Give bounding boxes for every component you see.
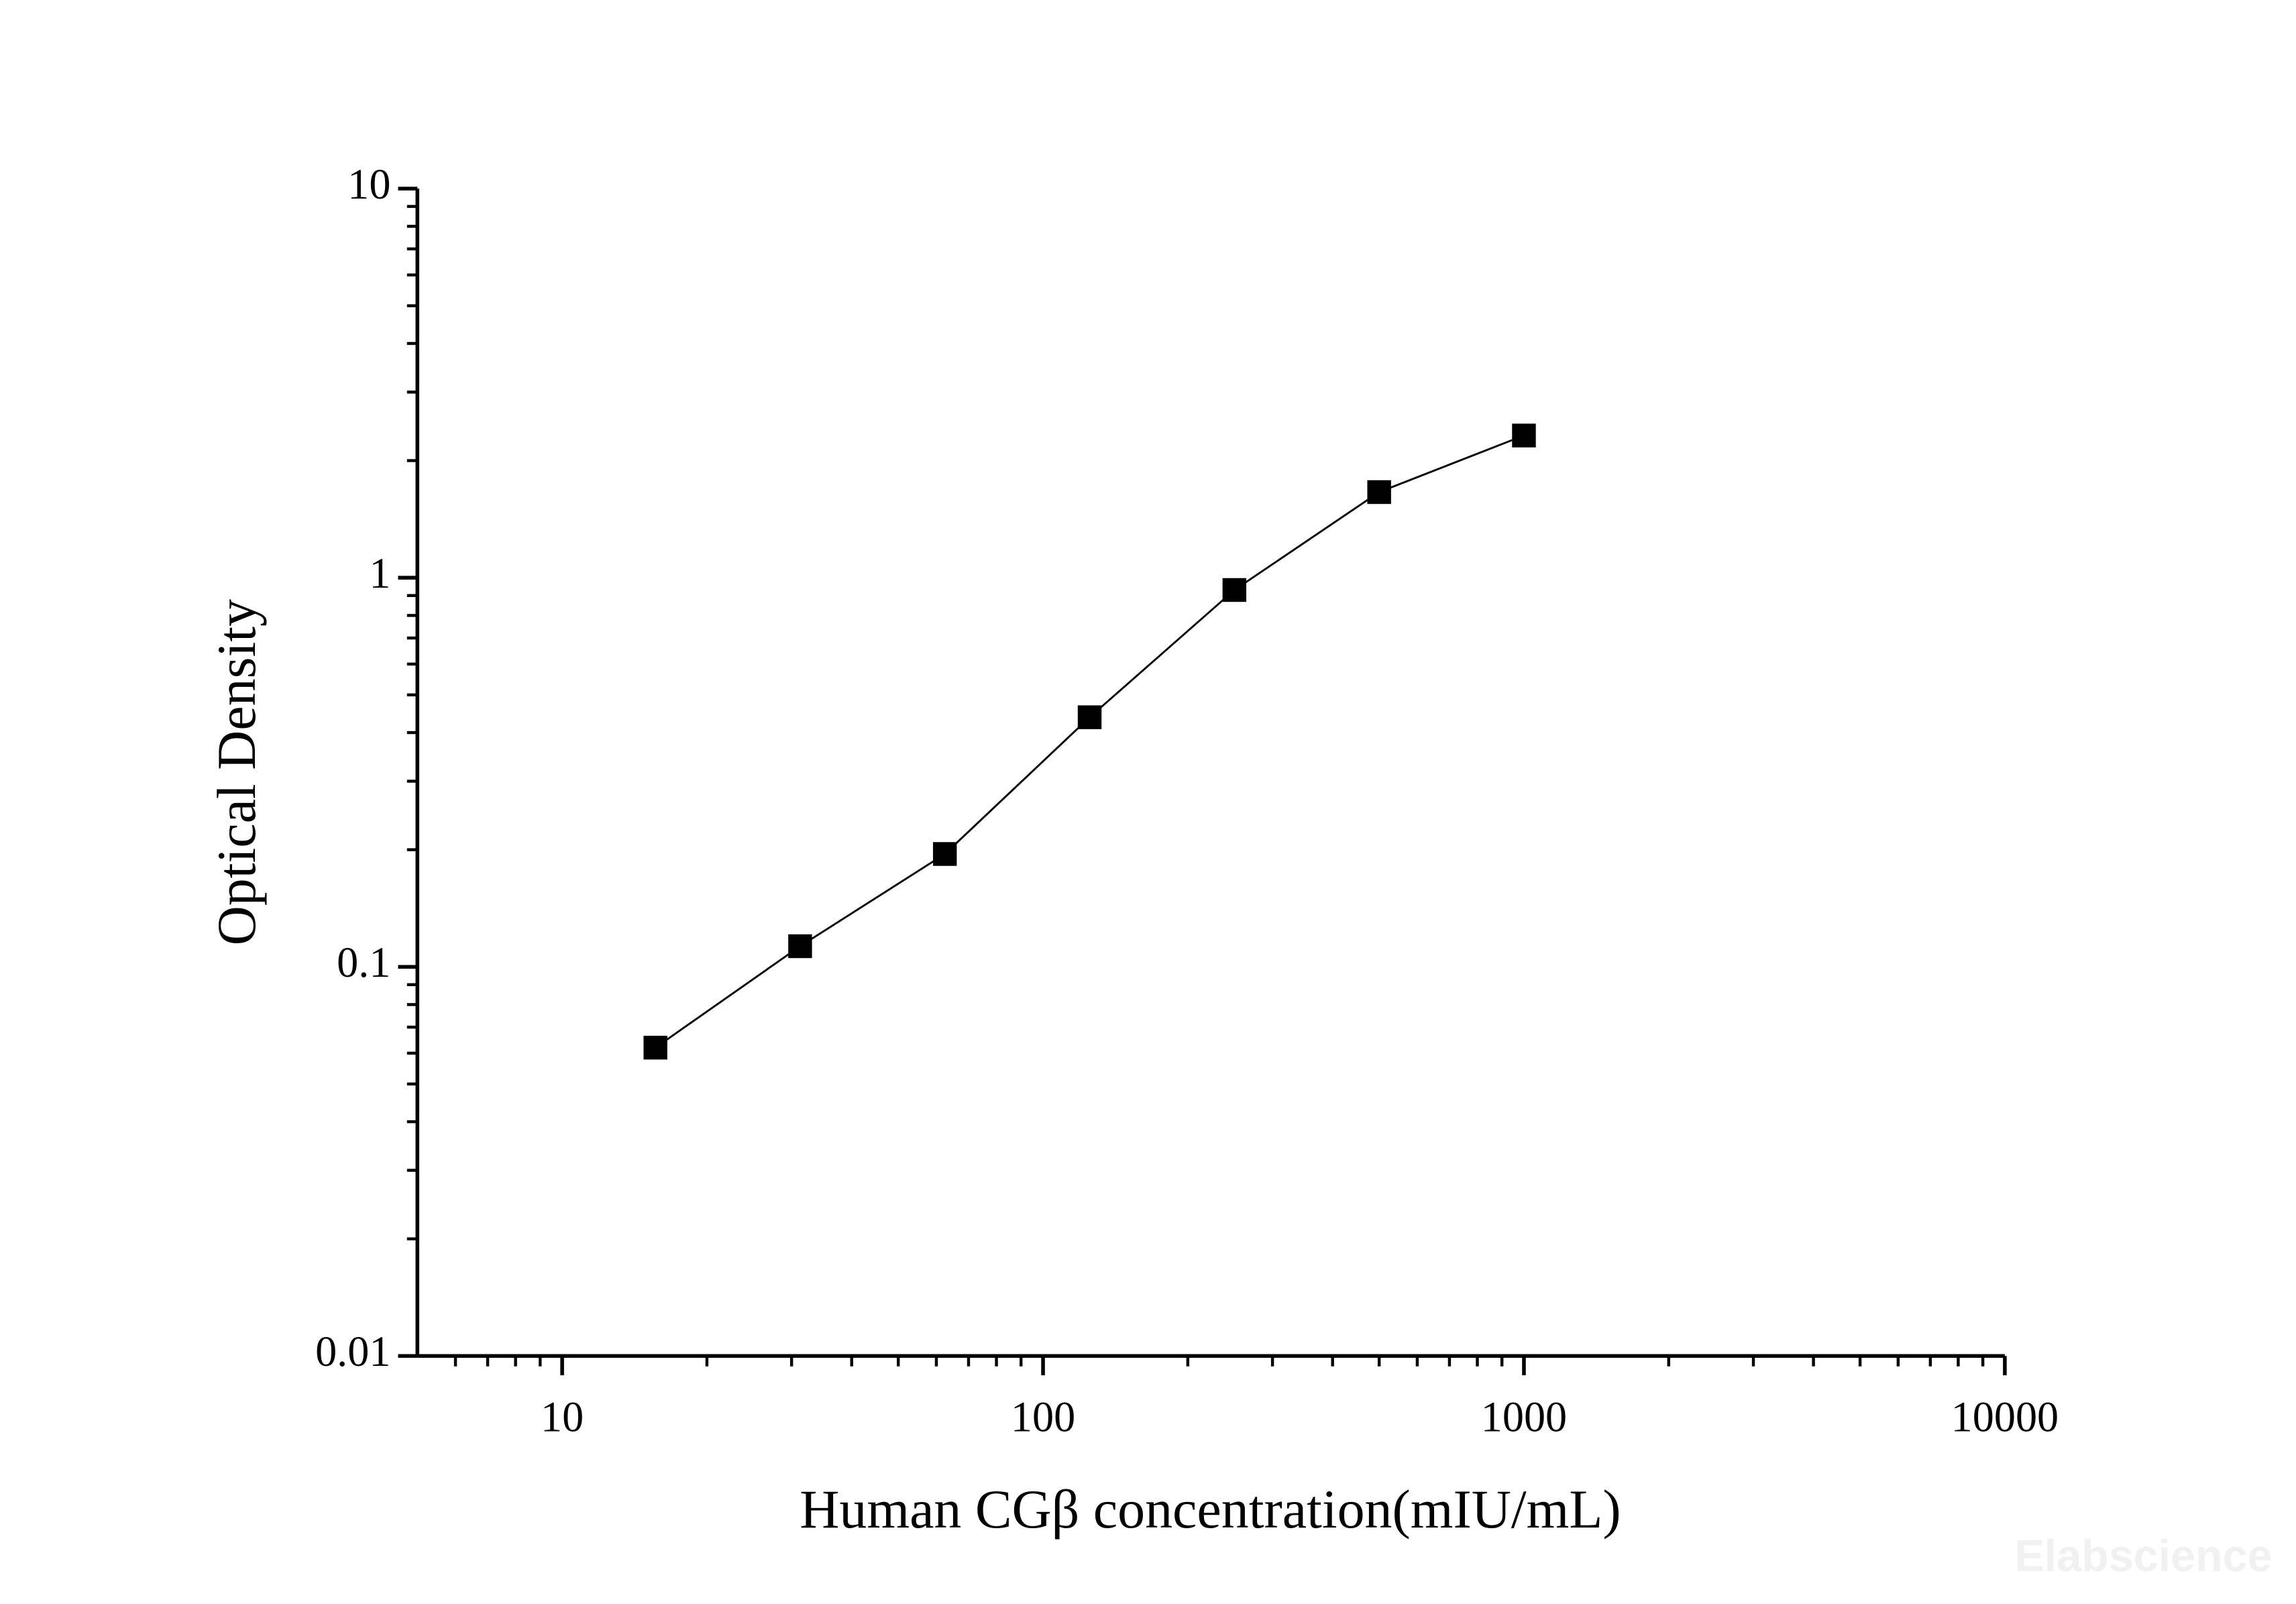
data-point (1222, 578, 1247, 602)
x-tick-label: 10000 (1951, 1393, 2059, 1440)
data-point (643, 1035, 667, 1060)
y-axis-title: Optical Density (206, 599, 267, 945)
data-point (1367, 480, 1391, 504)
y-tick-label: 0.1 (337, 939, 390, 986)
x-tick-label: 1000 (1481, 1393, 1567, 1440)
y-tick-label: 0.01 (315, 1328, 390, 1375)
data-point (1077, 705, 1102, 729)
y-tick-label: 1 (369, 549, 390, 597)
data-point (932, 842, 957, 866)
x-tick-label: 100 (1011, 1393, 1075, 1440)
watermark: Elabscience (2014, 1532, 2272, 1581)
data-point (788, 934, 812, 959)
y-tick-label: 10 (347, 160, 390, 208)
data-point (1512, 423, 1536, 447)
x-axis-title: Human CGβ concentration(mIU/mL) (800, 1479, 1621, 1540)
x-tick-label: 10 (541, 1393, 584, 1440)
